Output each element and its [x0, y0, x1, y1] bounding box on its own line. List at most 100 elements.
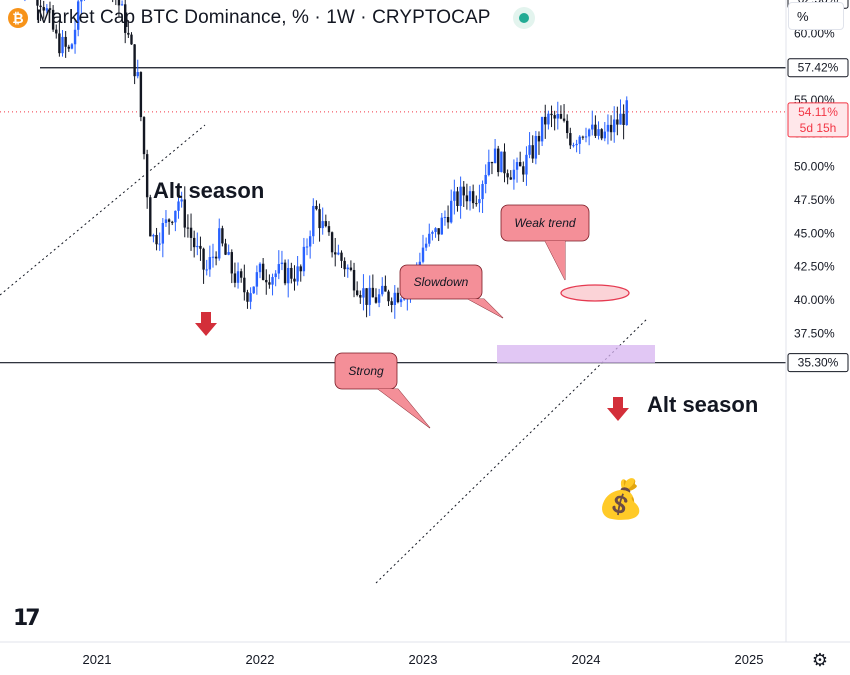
- candle-body: [39, 5, 42, 8]
- candle-body: [268, 282, 271, 285]
- candle-body: [174, 210, 177, 223]
- candle-body: [544, 116, 547, 125]
- time-tick-label: 2022: [246, 652, 275, 667]
- candle-body: [556, 113, 559, 119]
- candle-body: [424, 243, 428, 248]
- candle-body: [161, 222, 165, 244]
- candle-body: [230, 252, 233, 274]
- candle-body: [283, 262, 287, 284]
- candle-body: [509, 177, 512, 180]
- callout-box: [399, 264, 483, 300]
- time-tick-label: 2021: [83, 652, 112, 667]
- candle-body: [390, 301, 393, 305]
- candle-body: [252, 286, 255, 294]
- level-label-bg: [787, 58, 849, 78]
- chart-header: ₿ Market Cap BTC Dominance, % · 1W · CRY…: [8, 4, 535, 32]
- candle-body: [365, 288, 368, 305]
- callout-box: [334, 352, 398, 390]
- candle-body: [534, 135, 538, 159]
- candle-body: [243, 277, 246, 293]
- candle-body: [362, 288, 365, 298]
- candle-body: [471, 191, 475, 204]
- candle-body: [70, 44, 74, 49]
- price-tick-label: 42.50%: [794, 260, 835, 274]
- candle-body: [587, 129, 591, 137]
- candle-body: [233, 273, 237, 283]
- candle-body: [475, 203, 478, 205]
- candle-body: [603, 131, 607, 139]
- candle-body: [55, 29, 58, 34]
- market-status-icon[interactable]: [512, 7, 535, 29]
- time-tick-label: 2025: [735, 652, 764, 667]
- callouts: Strong Slowdown Weak trend: [334, 204, 590, 429]
- candle-body: [120, 4, 124, 6]
- candle-body: [468, 191, 472, 202]
- time-tick-label: 2024: [572, 652, 601, 667]
- candle-body: [459, 186, 462, 206]
- candle-body: [540, 116, 544, 142]
- candle-body: [337, 252, 340, 255]
- candle-body: [274, 273, 277, 278]
- candle-body: [399, 299, 403, 303]
- candle-body: [145, 154, 149, 198]
- tradingview-logo-icon[interactable]: 17: [13, 606, 41, 631]
- candle-body: [359, 294, 362, 298]
- callout-text: Slowdown: [414, 275, 469, 289]
- candle-body: [518, 162, 522, 167]
- candle-body: [581, 136, 585, 138]
- candle-body: [377, 294, 381, 303]
- candle-body: [287, 267, 290, 284]
- candle-body: [584, 136, 588, 138]
- candle-body: [355, 290, 359, 295]
- candle-body: [312, 205, 315, 237]
- candle-body: [594, 124, 597, 136]
- candle-body: [490, 161, 494, 164]
- callout-pointer-fill: [378, 389, 430, 428]
- candle-body: [330, 232, 334, 253]
- candle-body: [606, 124, 610, 132]
- candle-body: [265, 279, 268, 283]
- candle-body: [76, 1, 80, 30]
- candle-body: [308, 236, 312, 247]
- candle-body: [211, 256, 215, 258]
- price-tick-label: 40.00%: [794, 293, 835, 307]
- price-axis[interactable]: 70.00%67.50%65.00%60.00%55.00%52.50%50.0…: [785, 0, 850, 642]
- candle-body: [67, 46, 70, 49]
- candle-body: [484, 174, 487, 184]
- candle-body: [167, 219, 171, 222]
- candle-body: [591, 124, 594, 130]
- candle-body: [396, 292, 400, 303]
- candle-body: [550, 113, 553, 116]
- candle-body: [531, 145, 534, 159]
- candle-body: [349, 267, 353, 270]
- time-tick-label: 2023: [409, 652, 438, 667]
- candle-body: [155, 234, 158, 245]
- candle-body: [246, 292, 249, 302]
- candle-body: [171, 221, 174, 223]
- candle-body: [189, 227, 193, 238]
- candle-body: [597, 129, 600, 136]
- candle-body: [139, 72, 143, 118]
- settings-icon[interactable]: ⚙: [811, 650, 829, 670]
- candle-body: [578, 136, 581, 144]
- unit-button[interactable]: %: [788, 2, 844, 30]
- candle-body: [199, 245, 202, 249]
- candle-body: [277, 264, 281, 274]
- candle-body: [343, 260, 346, 270]
- countdown-label: 5d 15h: [800, 121, 837, 135]
- candle-body: [437, 228, 440, 235]
- candle-body: [255, 272, 259, 287]
- candle-body: [261, 263, 265, 280]
- candle-body: [214, 256, 218, 259]
- candle-body: [271, 277, 274, 285]
- candle-body: [180, 199, 183, 202]
- support-zone: [497, 345, 655, 363]
- time-axis[interactable]: 2021 2022 2023 2024 2025: [0, 641, 850, 667]
- candle-body: [239, 271, 243, 278]
- candle-body: [622, 113, 625, 125]
- candle-body: [340, 252, 343, 261]
- candle-body: [321, 221, 324, 229]
- candle-body: [202, 248, 205, 270]
